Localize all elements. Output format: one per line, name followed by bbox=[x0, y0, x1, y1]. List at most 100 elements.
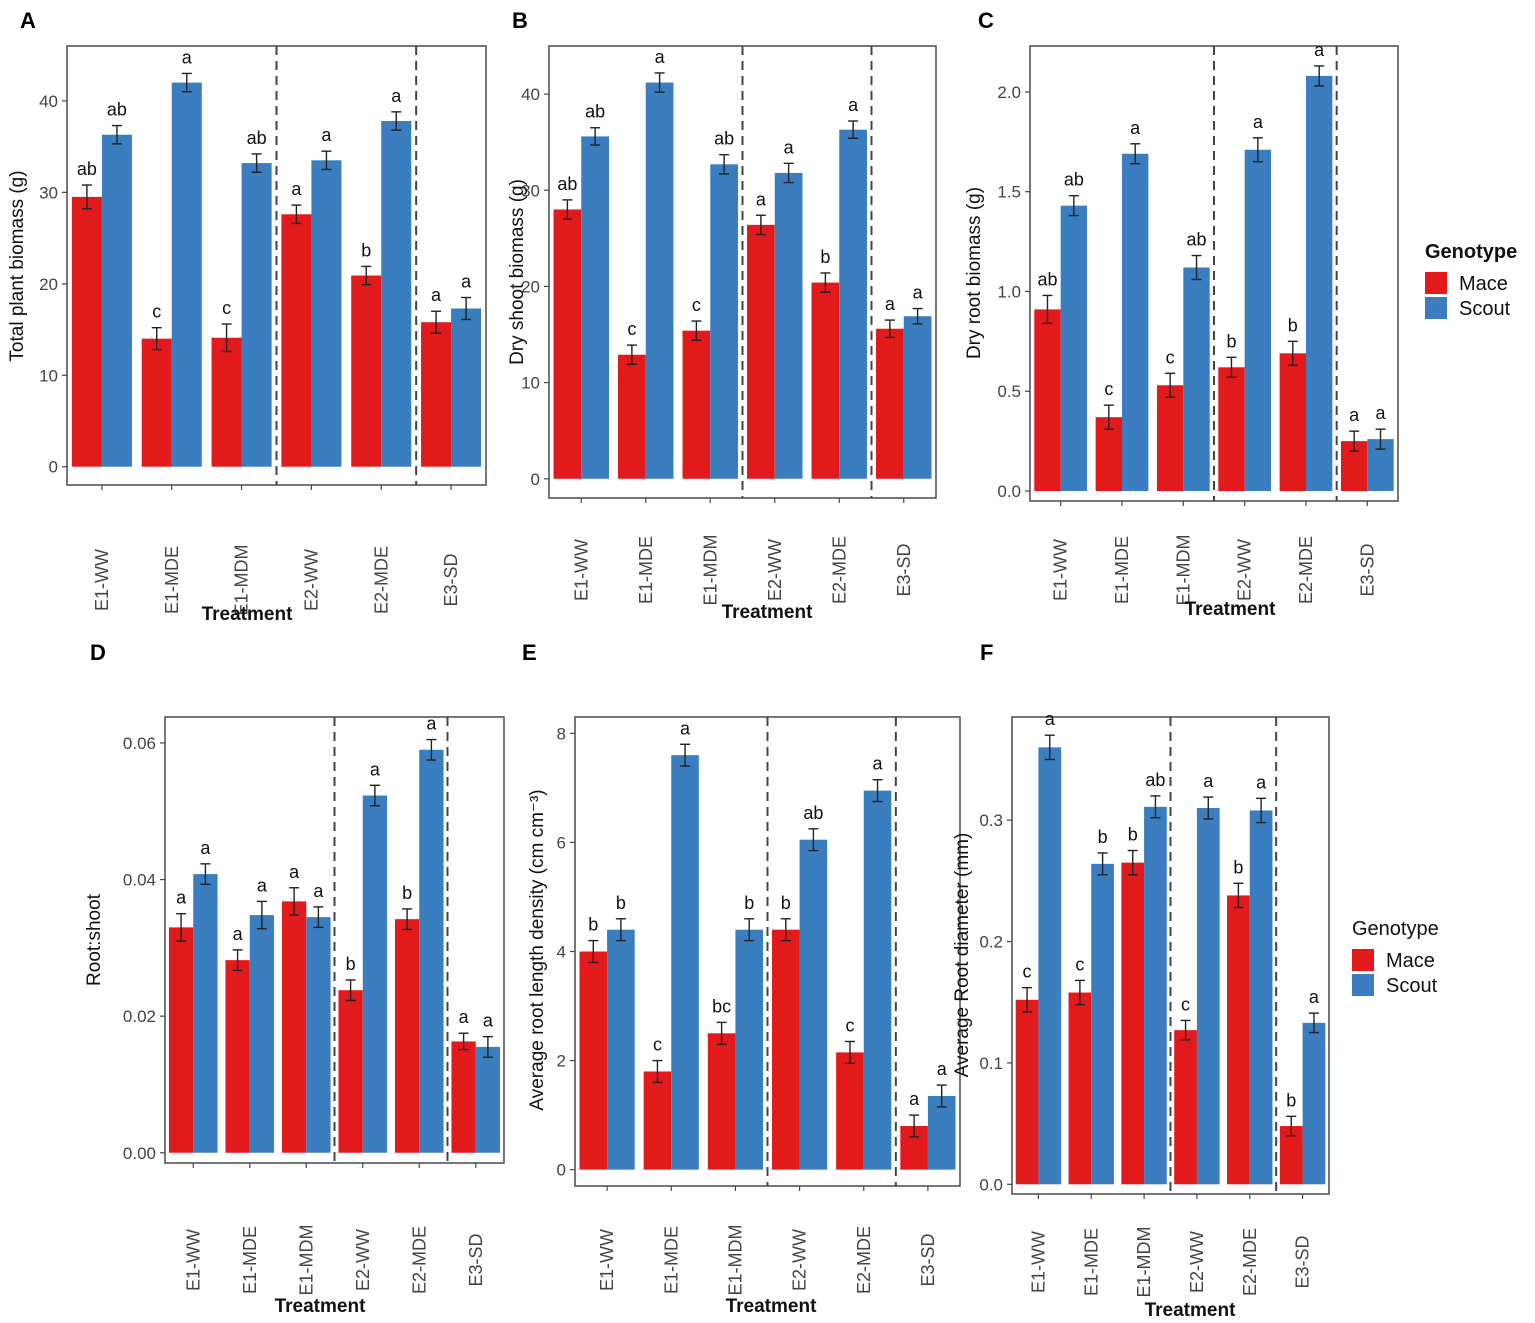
significance-label: b bbox=[346, 954, 356, 974]
bar-scout-e1-mde bbox=[171, 82, 202, 467]
legend-swatch-scout bbox=[1352, 974, 1374, 996]
x-tick-label: E2-MDE bbox=[1240, 1228, 1260, 1296]
legend: Genotype Mace Scout bbox=[1425, 241, 1517, 320]
bar-scout-e1-mde bbox=[645, 82, 674, 479]
y-tick-label: 10 bbox=[39, 366, 58, 385]
significance-label: a bbox=[1203, 771, 1214, 791]
y-tick-label: 1.0 bbox=[997, 282, 1021, 301]
panel-letter: C bbox=[978, 8, 994, 33]
significance-label: a bbox=[873, 754, 884, 774]
bar-scout-e1-ww bbox=[581, 136, 609, 479]
y-tick-label: 40 bbox=[39, 92, 58, 111]
x-tick-label: E2-MDE bbox=[1296, 536, 1316, 604]
y-tick-label: 30 bbox=[39, 183, 58, 202]
significance-label: a bbox=[459, 1007, 470, 1027]
significance-label: c bbox=[653, 1035, 662, 1055]
x-tick-label: E3-SD bbox=[441, 553, 461, 606]
x-tick-label: E2-MDE bbox=[854, 1226, 874, 1294]
bar-scout-e1-ww bbox=[101, 134, 132, 467]
significance-label: b bbox=[1098, 827, 1108, 847]
bar-mace-e2-ww bbox=[338, 990, 363, 1153]
bar-scout-e2-mde bbox=[863, 790, 892, 1170]
significance-label: a bbox=[1376, 403, 1387, 423]
significance-label: a bbox=[321, 125, 332, 145]
x-axis-title: Treatment bbox=[1185, 599, 1276, 620]
bar-mace-e2-mde bbox=[1279, 353, 1306, 492]
significance-label: a bbox=[756, 189, 767, 209]
x-tick-label: E2-WW bbox=[765, 539, 785, 601]
x-tick-label: E2-MDE bbox=[829, 536, 849, 604]
y-tick-label: 0 bbox=[531, 470, 540, 489]
significance-label: c bbox=[1104, 379, 1113, 399]
x-tick-label: E1-WW bbox=[92, 549, 112, 611]
significance-label: ab bbox=[107, 100, 127, 120]
bar-scout-e2-mde bbox=[381, 120, 412, 467]
y-axis-title: Average root length density (cm cm⁻³) bbox=[527, 789, 548, 1110]
significance-label: c bbox=[845, 1015, 854, 1035]
x-tick-label: E1-WW bbox=[1051, 539, 1071, 601]
y-tick-label: 0 bbox=[49, 458, 58, 477]
bar-mace-e2-ww bbox=[771, 929, 800, 1170]
bar-mace-e1-mdm bbox=[707, 1033, 736, 1170]
y-tick-label: 0.06 bbox=[123, 734, 156, 753]
panel-e: E02468bbE1-WWcaE1-MDEbcbE1-MDMbabE2-WWca… bbox=[522, 640, 961, 1317]
y-axis-title: Average Root diameter (mm) bbox=[952, 833, 973, 1078]
bar-scout-e2-ww bbox=[1244, 149, 1272, 492]
panel-letter: B bbox=[512, 8, 528, 33]
x-tick-label: E3-SD bbox=[1357, 543, 1377, 596]
legend-label-scout: Scout bbox=[1386, 975, 1438, 997]
y-axis-title: Dry shoot biomass (g) bbox=[507, 179, 528, 365]
significance-label: b bbox=[744, 893, 754, 913]
bar-mace-e1-mdm bbox=[682, 330, 711, 479]
bar-mace-e1-ww bbox=[553, 209, 582, 479]
significance-label: a bbox=[370, 759, 381, 779]
panel-letter: F bbox=[980, 640, 993, 665]
y-tick-label: 20 bbox=[521, 277, 540, 296]
x-tick-label: E1-WW bbox=[183, 1229, 203, 1291]
bar-mace-e1-ww bbox=[1015, 999, 1039, 1185]
significance-label: a bbox=[784, 137, 795, 157]
bar-mace-e1-ww bbox=[579, 951, 608, 1170]
x-tick-label: E1-MDM bbox=[232, 545, 252, 616]
bar-scout-e3-sd bbox=[451, 308, 482, 467]
bar-scout-e3-sd bbox=[927, 1096, 956, 1170]
bar-mace-e1-mdm bbox=[211, 337, 242, 467]
x-tick-label: E1-MDE bbox=[1112, 536, 1132, 604]
significance-label: a bbox=[257, 875, 268, 895]
bar-scout-e1-mdm bbox=[1183, 267, 1210, 492]
bar-scout-e3-sd bbox=[475, 1046, 501, 1153]
significance-label: b bbox=[402, 883, 412, 903]
x-tick-label: E1-MDE bbox=[162, 546, 182, 614]
significance-label: ab bbox=[585, 102, 605, 122]
significance-label: a bbox=[1253, 112, 1264, 132]
x-tick-label: E1-MDE bbox=[240, 1226, 260, 1294]
panel-a: A010203040ababE1-WWcaE1-MDEcabE1-MDMaaE2… bbox=[7, 8, 487, 625]
bar-mace-e2-mde bbox=[836, 1052, 864, 1170]
significance-label: c bbox=[152, 302, 161, 322]
y-axis-title: Root:shoot bbox=[84, 893, 105, 986]
significance-label: c bbox=[627, 319, 636, 339]
significance-label: a bbox=[680, 718, 691, 738]
significance-label: a bbox=[483, 1011, 494, 1031]
significance-label: a bbox=[1045, 709, 1056, 729]
x-tick-label: E3-SD bbox=[466, 1233, 486, 1286]
significance-label: a bbox=[885, 294, 896, 314]
bar-scout-e1-mde bbox=[1091, 863, 1114, 1185]
x-tick-label: E1-MDM bbox=[725, 1225, 745, 1296]
significance-label: b bbox=[616, 893, 626, 913]
bar-scout-e2-mde bbox=[1306, 75, 1333, 492]
panel-letter: E bbox=[522, 640, 537, 665]
bar-scout-e2-ww bbox=[362, 795, 388, 1153]
y-tick-label: 2 bbox=[557, 1052, 566, 1071]
significance-label: a bbox=[182, 47, 193, 67]
x-tick-label: E3-SD bbox=[918, 1233, 938, 1286]
x-tick-label: E1-WW bbox=[1028, 1231, 1048, 1293]
bar-mace-e2-ww bbox=[1218, 367, 1245, 492]
bar-scout-e2-ww bbox=[1196, 808, 1220, 1185]
x-tick-label: E1-WW bbox=[571, 539, 591, 601]
x-tick-label: E1-MDE bbox=[661, 1226, 681, 1294]
significance-label: b bbox=[361, 240, 371, 260]
significance-label: bc bbox=[712, 996, 731, 1016]
bar-scout-e1-mdm bbox=[241, 163, 272, 467]
bar-mace-e2-mde bbox=[351, 275, 382, 467]
